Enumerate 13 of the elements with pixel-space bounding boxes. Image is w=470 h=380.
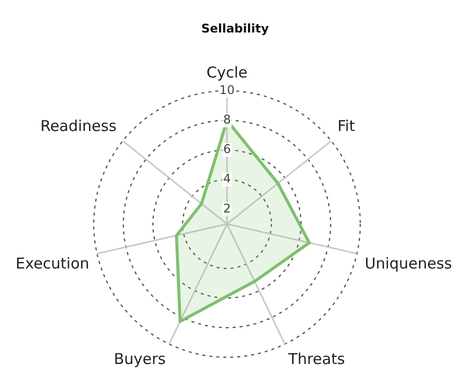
y-tick-label: 4: [223, 172, 231, 186]
y-tick-label: 8: [223, 112, 231, 126]
y-tick-label: 10: [219, 82, 235, 97]
spoke-label: Buyers: [114, 350, 166, 368]
spoke-label: Execution: [16, 254, 90, 272]
chart-title: Sellability: [201, 21, 269, 36]
y-tick-label: 2: [223, 201, 231, 216]
spoke-label: Readiness: [40, 116, 117, 135]
spoke-label: Cycle: [206, 64, 248, 82]
spoke-label: Uniqueness: [364, 254, 452, 272]
spoke-label: Fit: [337, 116, 356, 135]
y-tick-label: 6: [223, 142, 231, 156]
spoke-label: Threats: [287, 350, 346, 368]
